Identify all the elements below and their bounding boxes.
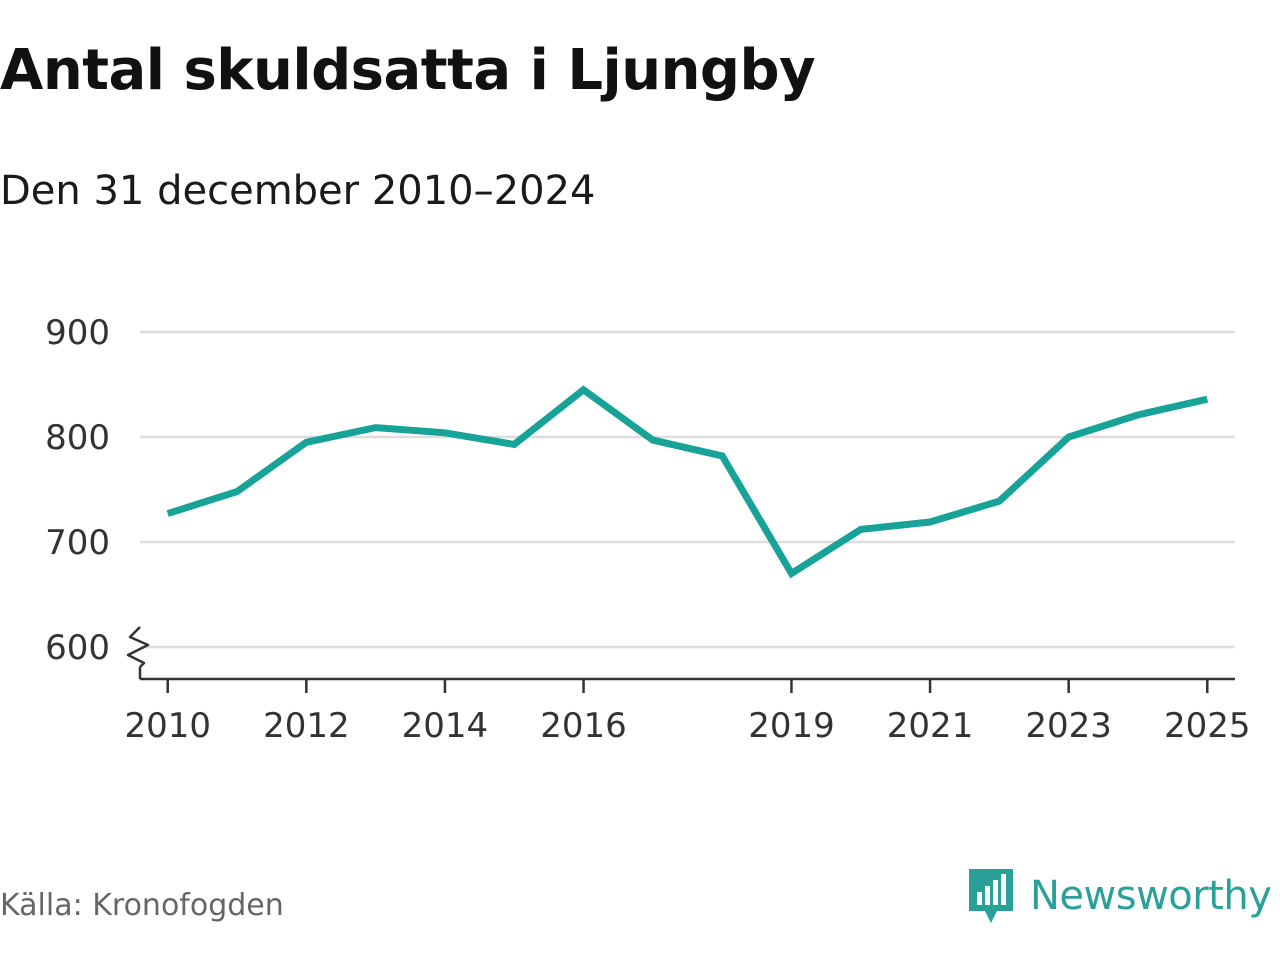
axes [126,626,1235,693]
brand-logo[interactable]: Newsworthy [966,866,1272,926]
y-tick-label-600: 600 [45,628,110,668]
grid-lines [140,330,1235,649]
x-tick-label-2025: 2025 [1164,706,1251,746]
x-tick-label-2014: 2014 [402,706,489,746]
x-tick-label-2012: 2012 [263,706,350,746]
y-tick-label-700: 700 [45,523,110,563]
x-tick-label-2021: 2021 [887,706,974,746]
line-chart: 600 700 800 900 2010 2012 2014 2016 2019 2021 2023… [45,313,1250,746]
series-lines [166,385,1209,579]
brand-name: Newsworthy [1030,873,1272,919]
tick-labels: 600 700 800 900 2010 2012 2014 2016 2019 2021 2023… [45,313,1250,746]
x-tick-label-2019: 2019 [748,706,835,746]
x-tick-label-2016: 2016 [540,706,627,746]
chart-subtitle: Den 31 december 2010–2024 [0,168,596,214]
y-tick-label-900: 900 [45,313,110,353]
x-tick-label-2023: 2023 [1025,706,1112,746]
series-line-0 [166,385,1209,579]
source-note: Källa: Kronofogden [0,888,284,923]
axis-break-icon [126,626,150,668]
x-tick-label-2010: 2010 [124,706,211,746]
y-tick-label-800: 800 [45,418,110,458]
newsworthy-bar-chart-icon [969,869,1013,923]
chart-title: Antal skuldsatta i Ljungby [0,38,816,103]
